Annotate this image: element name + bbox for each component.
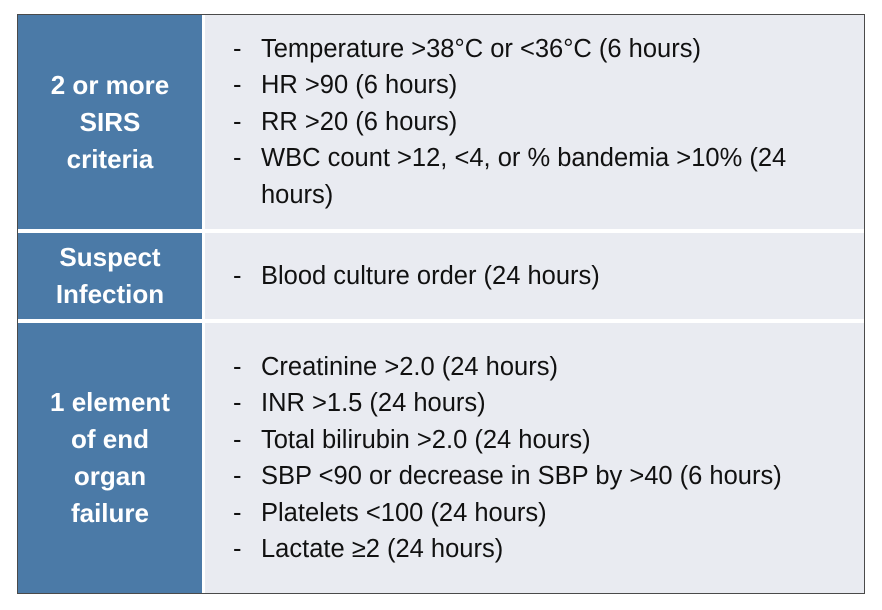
row-label: Suspect Infection — [55, 242, 165, 309]
list-item: - WBC count >12, <4, or % bandemia >10% (… — [233, 140, 856, 213]
row-content-cell: - Creatinine >2.0 (24 hours) - INR >1.5 (2… — [205, 323, 864, 593]
bullet-dash: - — [233, 425, 242, 454]
list-item-text: INR >1.5 (24 hours) — [261, 389, 486, 417]
bullet-dash: - — [233, 261, 242, 290]
list-item: - SBP <90 or decrease in SBP by >40 (6 ho… — [233, 458, 782, 495]
bullet-dash: - — [233, 34, 242, 63]
list-item: - INR >1.5 (24 hours) — [233, 385, 782, 422]
row-label-cell: Suspect Infection — [18, 233, 202, 319]
bullet-dash: - — [233, 71, 242, 100]
list-item-text: Lactate ≥2 (24 hours) — [261, 535, 504, 563]
row-content-cell: - Temperature >38°C or <36°C (6 hours) -H… — [205, 15, 864, 229]
sepsis-criteria-table: 2 or more SIRS criteria - Temperature >38… — [17, 14, 865, 594]
list-item: - Blood culture order (24 hours) — [233, 258, 600, 295]
row-label: 2 or more SIRS criteria — [50, 69, 170, 174]
row-label-cell: 2 or more SIRS criteria — [18, 15, 202, 229]
bullet-dash: - — [233, 462, 242, 490]
list-item-text: WBC count >12, <4, or % bandemia >10% (2… — [261, 144, 787, 209]
row-content-cell: - Blood culture order (24 hours) — [205, 233, 864, 319]
list-item-text: Temperature >38°C or <36°C (6 hours) — [261, 34, 701, 63]
list-item-text: Total bilirubin >2.0 (24 hours) — [261, 425, 591, 454]
bullet-dash: - — [233, 535, 242, 563]
list-item: - Creatinine >2.0 (24 hours) — [233, 349, 782, 386]
list-item-text: Creatinine >2.0 (24 hours) — [261, 352, 558, 381]
table-row-organ-failure: 1 element of end organ failure - Creatini… — [18, 323, 864, 593]
table-row-suspect-infection: Suspect Infection - Blood culture order (… — [18, 233, 864, 319]
list-item-text: HR >90 (6 hours) — [261, 71, 458, 100]
row-label-cell: 1 element of end organ failure — [18, 323, 202, 593]
criteria-list: - Creatinine >2.0 (24 hours) - INR >1.5 (2… — [233, 349, 782, 568]
list-item: - Platelets <100 (24 hours) — [233, 495, 782, 532]
bullet-dash: - — [233, 389, 242, 417]
list-item: - Lactate ≥2 (24 hours) — [233, 531, 782, 568]
bullet-dash: - — [233, 498, 242, 527]
list-item-text: Platelets <100 (24 hours) — [261, 498, 547, 527]
bullet-dash: - — [233, 107, 242, 136]
criteria-list: - Temperature >38°C or <36°C (6 hours) -H… — [233, 31, 856, 214]
table-row-sirs: 2 or more SIRS criteria - Temperature >38… — [18, 15, 864, 229]
list-item: - Total bilirubin >2.0 (24 hours) — [233, 422, 782, 459]
bullet-dash: - — [233, 352, 242, 381]
list-item-text: Blood culture order (24 hours) — [261, 261, 600, 290]
list-item: - Temperature >38°C or <36°C (6 hours) — [233, 31, 856, 68]
list-item-text: RR >20 (6 hours) — [261, 107, 458, 136]
criteria-list: - Blood culture order (24 hours) — [233, 258, 600, 295]
list-item: - HR >90 (6 hours) — [233, 67, 856, 104]
list-item: - RR >20 (6 hours) — [233, 104, 856, 141]
row-label: 1 element of end organ failure — [50, 387, 170, 528]
list-item-text: SBP <90 or decrease in SBP by >40 (6 hou… — [261, 462, 782, 490]
bullet-dash: - — [233, 144, 242, 173]
